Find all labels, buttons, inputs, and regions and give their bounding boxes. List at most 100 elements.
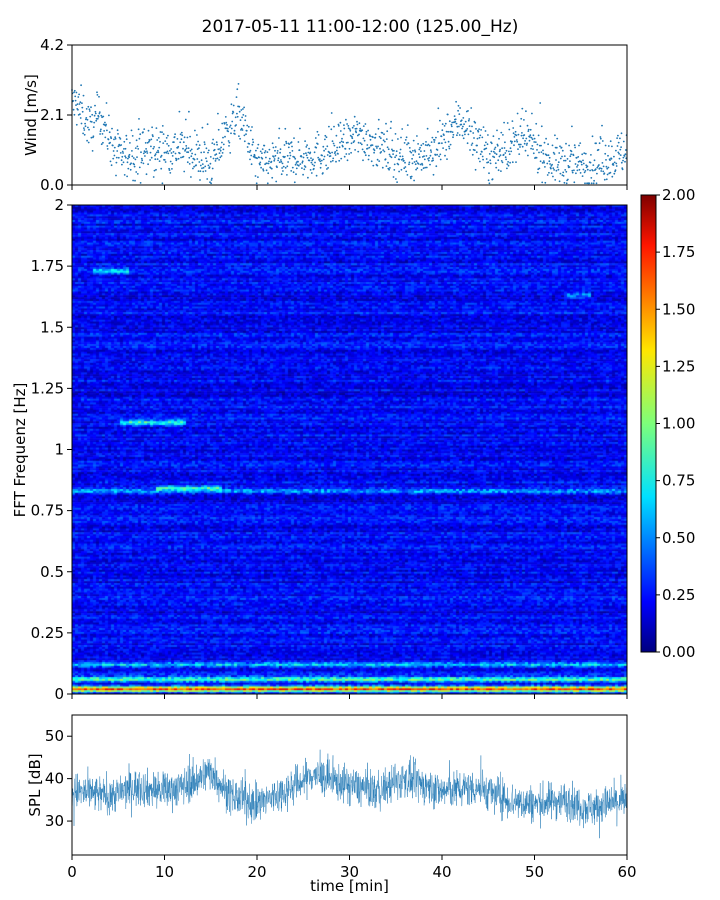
wind-point bbox=[326, 154, 329, 156]
wind-point bbox=[227, 130, 230, 133]
wind-point bbox=[166, 150, 169, 153]
wind-point bbox=[280, 159, 282, 161]
wind-point bbox=[318, 158, 321, 161]
wind-point bbox=[160, 154, 163, 157]
wind-point bbox=[356, 134, 359, 137]
wind-point bbox=[286, 154, 289, 157]
wind-point bbox=[212, 157, 215, 160]
wind-point bbox=[457, 104, 460, 107]
wind-point bbox=[604, 152, 607, 155]
wind-point bbox=[222, 136, 224, 139]
wind-point bbox=[414, 150, 417, 153]
wind-point bbox=[85, 108, 88, 110]
wind-point bbox=[617, 151, 620, 154]
wind-point bbox=[100, 114, 103, 117]
wind-point bbox=[138, 118, 140, 120]
wind-point bbox=[351, 135, 353, 138]
wind-point bbox=[182, 141, 185, 144]
wind-point bbox=[575, 172, 577, 175]
wind-point bbox=[233, 129, 236, 132]
wind-point bbox=[393, 163, 396, 166]
wind-point bbox=[330, 128, 333, 131]
wind-point bbox=[411, 162, 414, 165]
wind-point bbox=[274, 146, 277, 148]
wind-point bbox=[244, 115, 247, 117]
wind-point bbox=[368, 146, 371, 149]
wind-point bbox=[302, 173, 304, 176]
spl-x-tick-label: 10 bbox=[155, 863, 174, 881]
spectrogram-y-tick-label: 0.25 bbox=[31, 624, 64, 642]
wind-point bbox=[624, 149, 627, 151]
wind-point bbox=[278, 127, 281, 130]
wind-point bbox=[215, 153, 218, 156]
wind-point bbox=[305, 152, 307, 155]
wind-point bbox=[441, 123, 444, 125]
wind-point bbox=[527, 128, 530, 131]
wind-point bbox=[265, 156, 267, 159]
wind-point bbox=[263, 144, 266, 147]
wind-point bbox=[326, 168, 328, 170]
wind-point bbox=[373, 151, 375, 154]
wind-point bbox=[615, 165, 618, 167]
wind-point bbox=[592, 169, 594, 172]
wind-point bbox=[366, 147, 369, 150]
wind-point bbox=[192, 167, 194, 170]
wind-point bbox=[132, 157, 135, 159]
wind-point bbox=[601, 124, 603, 127]
wind-point bbox=[73, 113, 76, 116]
wind-point bbox=[550, 167, 552, 170]
wind-point bbox=[559, 172, 562, 175]
wind-point bbox=[457, 109, 459, 112]
wind-point bbox=[573, 181, 576, 184]
wind-point bbox=[126, 175, 128, 178]
wind-point bbox=[224, 135, 226, 138]
wind-point bbox=[351, 126, 354, 129]
wind-point bbox=[450, 130, 452, 133]
wind-point bbox=[436, 149, 439, 151]
wind-point bbox=[451, 131, 454, 134]
wind-point bbox=[173, 141, 175, 144]
wind-point bbox=[609, 159, 611, 162]
wind-point bbox=[111, 127, 113, 130]
wind-point bbox=[456, 134, 458, 137]
wind-point bbox=[94, 104, 96, 107]
wind-point bbox=[174, 152, 177, 155]
wind-point bbox=[93, 121, 96, 124]
wind-point bbox=[150, 145, 152, 148]
wind-point bbox=[98, 111, 101, 113]
wind-point bbox=[525, 137, 528, 140]
wind-point bbox=[624, 153, 627, 156]
wind-point bbox=[315, 174, 318, 177]
wind-point bbox=[447, 140, 450, 143]
wind-point bbox=[217, 112, 219, 115]
wind-point bbox=[364, 123, 367, 125]
wind-point bbox=[535, 156, 538, 159]
wind-point bbox=[284, 166, 287, 169]
wind-point bbox=[199, 170, 202, 173]
wind-point bbox=[189, 135, 192, 138]
wind-point bbox=[389, 167, 391, 169]
wind-point bbox=[397, 163, 400, 166]
wind-point bbox=[621, 168, 624, 171]
wind-point bbox=[369, 138, 372, 141]
wind-point bbox=[581, 175, 584, 178]
wind-point bbox=[484, 130, 487, 132]
spl-line bbox=[71, 749, 628, 839]
wind-point bbox=[416, 135, 418, 137]
wind-point bbox=[601, 140, 604, 142]
wind-point bbox=[176, 138, 179, 140]
wind-point bbox=[551, 144, 554, 147]
spl-y-tick-label: 40 bbox=[45, 770, 64, 788]
wind-point bbox=[320, 162, 322, 165]
wind-point bbox=[175, 158, 178, 161]
wind-point bbox=[267, 162, 270, 165]
wind-point bbox=[590, 154, 592, 156]
wind-point bbox=[449, 143, 452, 146]
wind-point bbox=[605, 165, 608, 168]
wind-point bbox=[622, 159, 624, 162]
wind-point bbox=[524, 149, 527, 152]
wind-point bbox=[200, 151, 203, 154]
wind-point bbox=[126, 161, 129, 164]
wind-point bbox=[137, 128, 140, 131]
wind-point bbox=[189, 149, 192, 152]
